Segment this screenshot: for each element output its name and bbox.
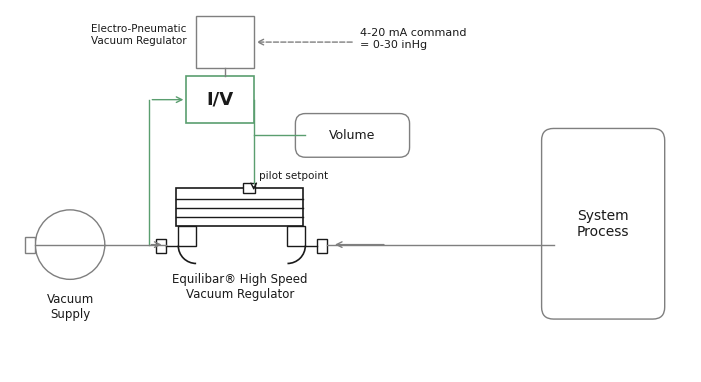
- Text: pilot setpoint: pilot setpoint: [259, 171, 328, 181]
- FancyBboxPatch shape: [176, 188, 304, 226]
- Text: Volume: Volume: [329, 129, 376, 142]
- Text: System
Process: System Process: [577, 209, 629, 239]
- FancyBboxPatch shape: [295, 113, 409, 157]
- Text: 4-20 mA command
= 0-30 inHg: 4-20 mA command = 0-30 inHg: [360, 28, 466, 50]
- FancyBboxPatch shape: [318, 239, 327, 253]
- FancyBboxPatch shape: [243, 183, 254, 193]
- FancyBboxPatch shape: [25, 237, 35, 253]
- FancyBboxPatch shape: [156, 239, 166, 253]
- Text: Equilibar® High Speed
Vacuum Regulator: Equilibar® High Speed Vacuum Regulator: [172, 274, 308, 301]
- FancyBboxPatch shape: [186, 76, 254, 123]
- Text: Electro-Pneumatic
Vacuum Regulator: Electro-Pneumatic Vacuum Regulator: [90, 24, 186, 46]
- FancyBboxPatch shape: [542, 128, 665, 319]
- FancyBboxPatch shape: [196, 16, 254, 68]
- Text: Vacuum
Supply: Vacuum Supply: [46, 293, 94, 321]
- Text: I/V: I/V: [206, 91, 233, 108]
- FancyBboxPatch shape: [287, 226, 306, 246]
- FancyBboxPatch shape: [178, 226, 196, 246]
